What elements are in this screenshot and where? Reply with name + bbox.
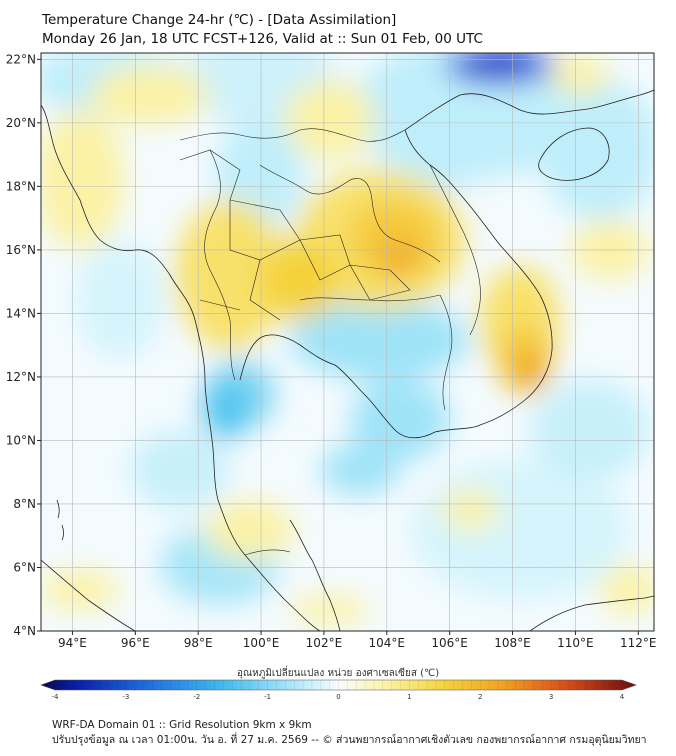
colorbar-tick-label: 0 [336, 693, 340, 701]
border-provinces-a [229, 199, 411, 301]
lon-tick-label: 102°E [306, 636, 343, 650]
lat-tick-label: 4°N [13, 624, 36, 638]
graticule [41, 53, 654, 631]
title-line-1: Temperature Change 24-hr (℃) - [Data Ass… [42, 12, 397, 28]
plot-frame [40, 52, 655, 632]
colorbar-title: อุณหภูมิเปลี่ยนแปลง หน่วย องศาเซลเซียส (… [236, 668, 440, 679]
coast-andaman [56, 499, 64, 541]
lat-tick-label: 10°N [6, 433, 36, 447]
lon-tick-label: 108°E [494, 636, 531, 650]
lat-tick-label: 14°N [6, 306, 36, 320]
longitude-axis: 94°E 96°E 98°E 100°E 102°E 104°E 106°E 108°E 110… [58, 631, 657, 650]
border-malaysia-thailand [244, 549, 291, 556]
border-laos-vietnam [429, 164, 481, 336]
colorbar: -4 -3 -2 -1 0 1 2 3 4 [40, 679, 637, 701]
lat-tick-label: 22°N [6, 52, 36, 66]
footer: WRF-DA Domain 01 :: Grid Resolution 9km … [52, 718, 647, 748]
lat-tick-label: 20°N [6, 116, 36, 130]
colorbar-tick-label: -3 [122, 693, 129, 701]
colorbar-ticks: -4 -3 -2 -1 0 1 2 3 4 [52, 680, 625, 701]
coastlines [41, 89, 654, 631]
lat-tick-label: 6°N [13, 560, 36, 574]
footer-line-1: WRF-DA Domain 01 :: Grid Resolution 9km … [52, 719, 312, 731]
coast-vietnam [404, 129, 553, 426]
lon-tick-label: 96°E [121, 636, 150, 650]
border-thailand-myanmar [204, 149, 236, 381]
lon-tick-label: 104°E [369, 636, 406, 650]
latitude-axis: 4°N 6°N 8°N 10°N 12°N 14°N 16°N 18°N 20°N 22°N [6, 52, 41, 638]
colorbar-gradient [40, 679, 637, 691]
coast-gulf-thailand [239, 334, 481, 439]
border-china-south [179, 128, 406, 142]
colorbar-tick-label: 2 [478, 693, 482, 701]
lon-tick-label: 100°E [243, 636, 280, 650]
border-provinces-b [179, 149, 281, 321]
lat-tick-label: 12°N [6, 370, 36, 384]
colorbar-tick-label: 1 [407, 693, 411, 701]
border-thailand-laos [259, 164, 441, 263]
country-borders [179, 128, 481, 556]
footer-line-2: ปรับปรุงข้อมูล ณ เวลา 01:00น. วัน อ. ที่… [52, 734, 647, 746]
coast-sumatra [41, 559, 136, 631]
lon-tick-label: 98°E [184, 636, 213, 650]
border-cambodia-vietnam [439, 294, 453, 411]
map-title: Temperature Change 24-hr (℃) - [Data Ass… [42, 11, 483, 49]
temperature-field [41, 53, 654, 631]
title-line-2: Monday 26 Jan, 18 UTC FCST+126, Valid at… [42, 31, 483, 47]
coast-china-south [404, 89, 654, 131]
coast-hainan [538, 127, 610, 181]
coast-myanmar-west [41, 104, 213, 441]
lon-tick-label: 94°E [58, 636, 87, 650]
colorbar-tick-label: 4 [620, 693, 625, 701]
colorbar-tick-label: -4 [52, 693, 60, 701]
lat-tick-label: 8°N [13, 497, 36, 511]
colorbar-tick-label: 3 [549, 693, 553, 701]
coast-borneo [529, 595, 654, 631]
lon-tick-label: 110°E [557, 636, 594, 650]
colorbar-tick-label: -1 [264, 693, 271, 701]
lon-tick-label: 112°E [620, 636, 657, 650]
lon-tick-label: 106°E [431, 636, 468, 650]
lat-tick-label: 16°N [6, 243, 36, 257]
colorbar-tick-label: -2 [193, 693, 200, 701]
lat-tick-label: 18°N [6, 179, 36, 193]
coast-malay-east [289, 519, 341, 631]
